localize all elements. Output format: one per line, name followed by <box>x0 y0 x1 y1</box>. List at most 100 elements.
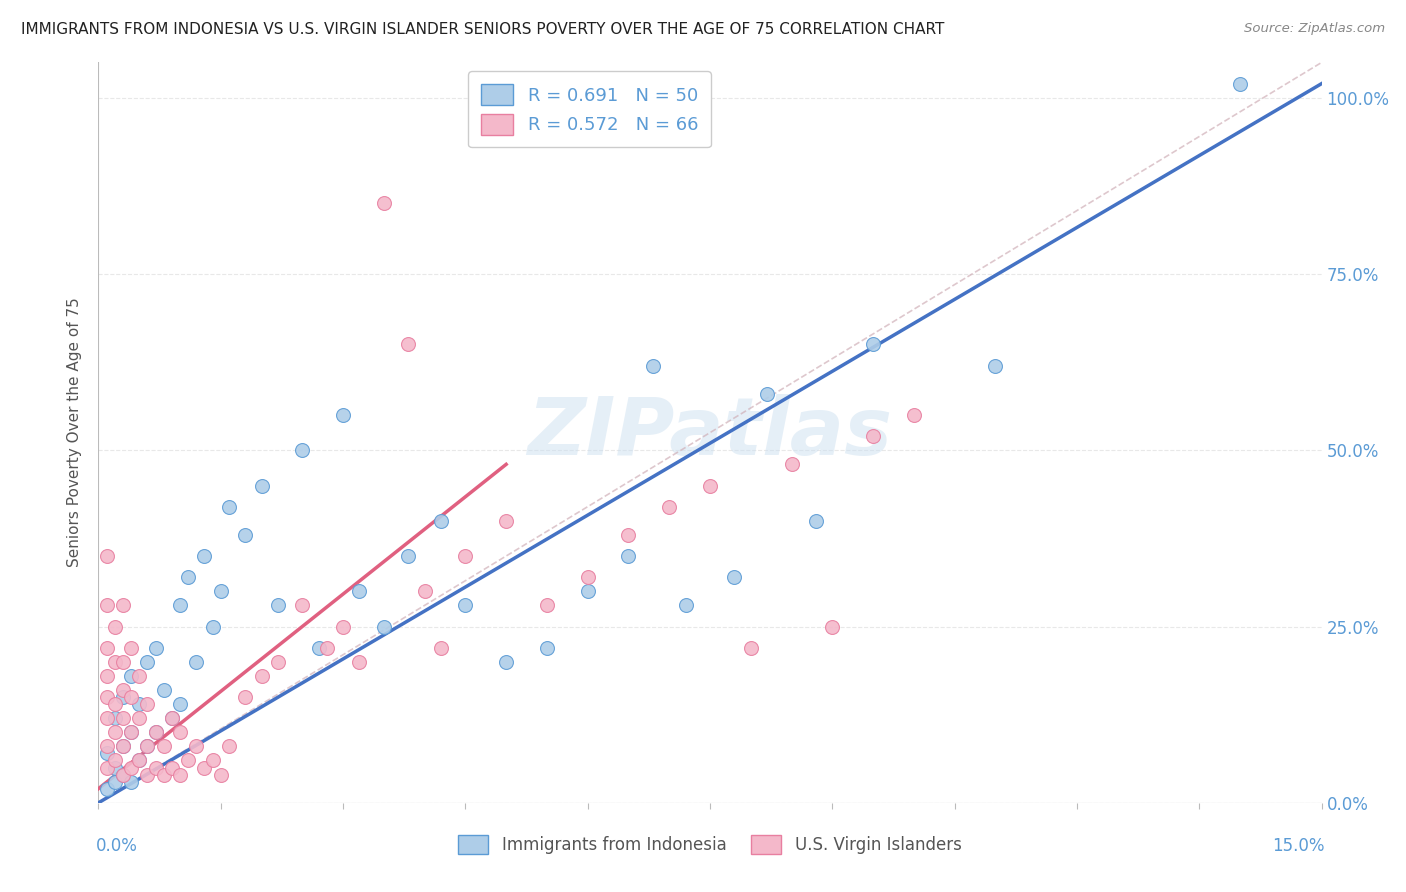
Point <box>291 599 314 613</box>
Point <box>145 640 167 655</box>
Point <box>740 640 762 655</box>
Point <box>413 584 436 599</box>
Point <box>111 711 134 725</box>
Point <box>218 500 240 514</box>
Point <box>756 387 779 401</box>
Y-axis label: Seniors Poverty Over the Age of 75: Seniors Poverty Over the Age of 75 <box>67 298 83 567</box>
Text: IMMIGRANTS FROM INDONESIA VS U.S. VIRGIN ISLANDER SENIORS POVERTY OVER THE AGE O: IMMIGRANTS FROM INDONESIA VS U.S. VIRGIN… <box>21 22 945 37</box>
Point <box>136 739 159 754</box>
Point <box>723 570 745 584</box>
Point <box>111 767 134 781</box>
Point <box>128 754 150 768</box>
Point <box>250 669 273 683</box>
Point <box>136 655 159 669</box>
Point <box>145 760 167 774</box>
Point <box>96 747 118 761</box>
Point <box>332 619 354 633</box>
Point <box>373 619 395 633</box>
Point <box>152 767 174 781</box>
Point <box>120 725 142 739</box>
Point <box>193 549 215 563</box>
Point <box>120 640 142 655</box>
Point <box>430 514 453 528</box>
Point <box>169 725 191 739</box>
Point <box>396 337 419 351</box>
Point <box>780 458 803 472</box>
Point <box>145 725 167 739</box>
Point <box>576 584 599 599</box>
Point <box>104 655 127 669</box>
Point <box>454 599 477 613</box>
Point <box>128 711 150 725</box>
Point <box>152 739 174 754</box>
Point <box>104 774 127 789</box>
Text: Source: ZipAtlas.com: Source: ZipAtlas.com <box>1244 22 1385 36</box>
Text: 15.0%: 15.0% <box>1272 837 1324 855</box>
Point <box>111 739 134 754</box>
Point <box>675 599 697 613</box>
Point <box>267 599 290 613</box>
Point <box>169 697 191 711</box>
Point <box>104 760 127 774</box>
Point <box>128 697 150 711</box>
Point <box>177 570 200 584</box>
Point <box>641 359 664 373</box>
Point <box>984 359 1007 373</box>
Point <box>111 767 134 781</box>
Point <box>104 697 127 711</box>
Point <box>111 599 134 613</box>
Point <box>454 549 477 563</box>
Point <box>120 669 142 683</box>
Point <box>96 711 118 725</box>
Point <box>699 478 721 492</box>
Point <box>267 655 290 669</box>
Point <box>152 683 174 698</box>
Point <box>120 725 142 739</box>
Point <box>128 669 150 683</box>
Point <box>160 711 183 725</box>
Point <box>576 570 599 584</box>
Point <box>120 690 142 704</box>
Point <box>233 690 256 704</box>
Point <box>218 739 240 754</box>
Point <box>536 599 558 613</box>
Point <box>96 781 118 796</box>
Point <box>136 739 159 754</box>
Point <box>96 739 118 754</box>
Point <box>209 767 232 781</box>
Point <box>617 528 640 542</box>
Point <box>120 774 142 789</box>
Point <box>193 760 215 774</box>
Point <box>145 725 167 739</box>
Point <box>104 711 127 725</box>
Point <box>160 711 183 725</box>
Point <box>250 478 273 492</box>
Point <box>96 690 118 704</box>
Point <box>536 640 558 655</box>
Point <box>169 767 191 781</box>
Point <box>96 669 118 683</box>
Point <box>111 655 134 669</box>
Point <box>96 640 118 655</box>
Point <box>658 500 681 514</box>
Point <box>104 725 127 739</box>
Point <box>169 599 191 613</box>
Point <box>308 640 330 655</box>
Point <box>862 429 884 443</box>
Point <box>396 549 419 563</box>
Point <box>111 683 134 698</box>
Text: 0.0%: 0.0% <box>96 837 138 855</box>
Point <box>120 760 142 774</box>
Point <box>104 754 127 768</box>
Point <box>201 619 224 633</box>
Point <box>332 408 354 422</box>
Legend: Immigrants from Indonesia, U.S. Virgin Islanders: Immigrants from Indonesia, U.S. Virgin I… <box>451 829 969 861</box>
Point <box>111 690 134 704</box>
Point <box>373 196 395 211</box>
Point <box>349 584 371 599</box>
Point <box>233 528 256 542</box>
Point <box>111 739 134 754</box>
Text: ZIPatlas: ZIPatlas <box>527 393 893 472</box>
Point <box>186 655 208 669</box>
Point <box>495 514 517 528</box>
